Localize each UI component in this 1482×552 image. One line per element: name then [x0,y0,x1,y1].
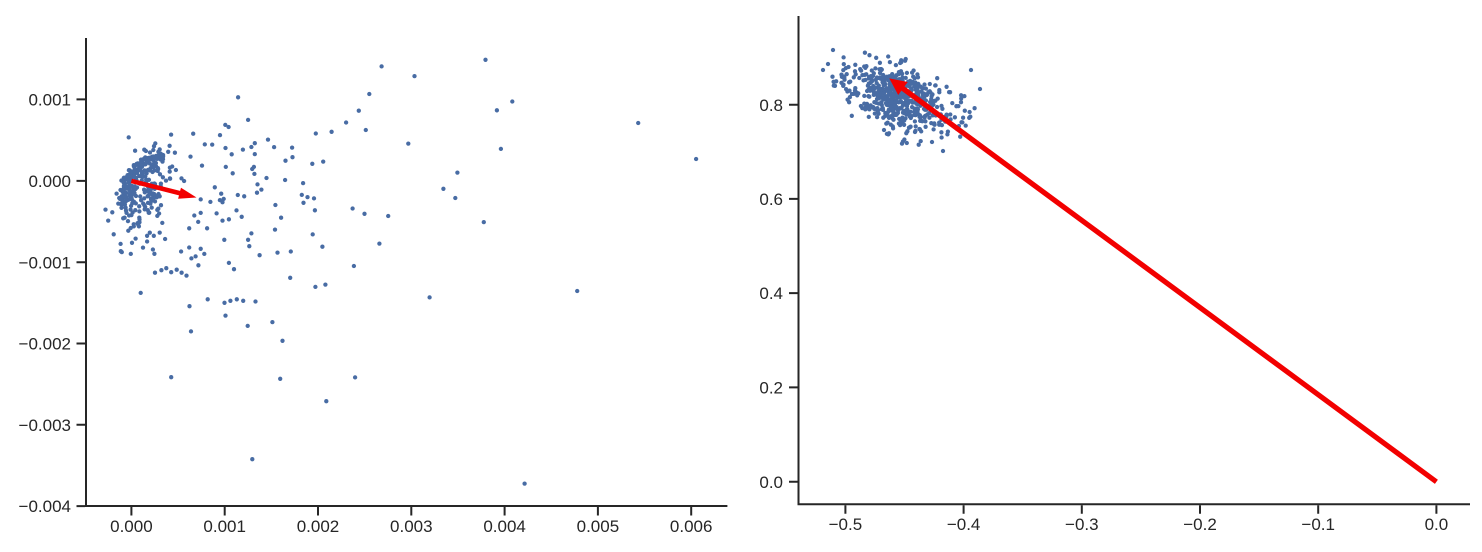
svg-text:−0.3: −0.3 [1065,515,1099,534]
svg-text:−0.2: −0.2 [1183,515,1217,534]
svg-text:0.002: 0.002 [297,517,340,536]
svg-text:0.005: 0.005 [577,517,620,536]
svg-text:−0.1: −0.1 [1301,515,1335,534]
svg-text:0.0: 0.0 [1425,515,1449,534]
svg-text:0.0: 0.0 [759,473,783,492]
svg-text:−0.4: −0.4 [947,515,981,534]
svg-text:0.003: 0.003 [390,517,433,536]
svg-text:−0.5: −0.5 [829,515,863,534]
svg-text:−0.001: −0.001 [19,253,71,272]
svg-text:0.2: 0.2 [759,379,783,398]
svg-text:0.001: 0.001 [28,91,71,110]
svg-text:0.4: 0.4 [759,284,783,303]
svg-text:−0.003: −0.003 [19,416,71,435]
svg-text:−0.004: −0.004 [19,497,71,516]
svg-text:0.000: 0.000 [28,172,71,191]
svg-text:0.000: 0.000 [110,517,153,536]
svg-text:0.004: 0.004 [483,517,526,536]
svg-text:0.001: 0.001 [203,517,246,536]
svg-text:0.8: 0.8 [759,96,783,115]
svg-text:0.6: 0.6 [759,190,783,209]
svg-text:−0.002: −0.002 [19,335,71,354]
svg-text:0.006: 0.006 [670,517,713,536]
